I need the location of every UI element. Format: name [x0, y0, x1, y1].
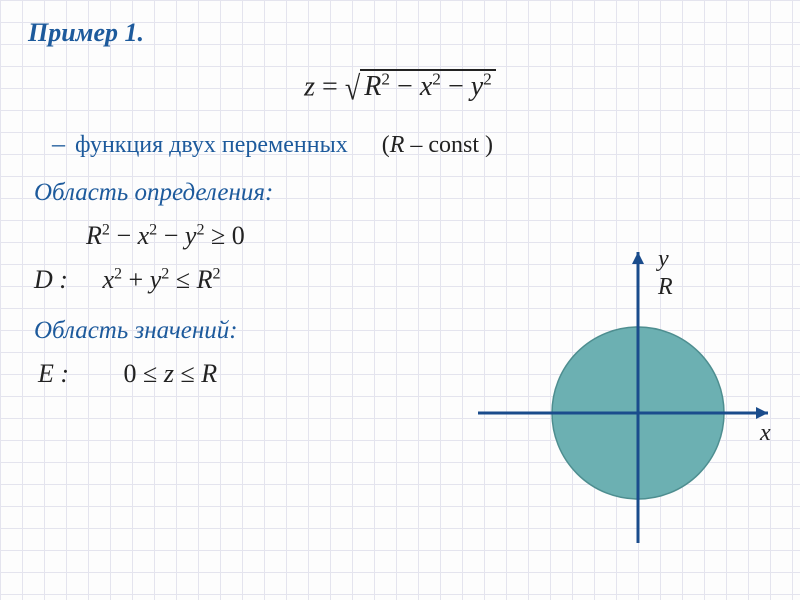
domain-set-expr: x2 + y2 ≤ R2 [102, 265, 220, 294]
axis-label-R: R [657, 274, 673, 300]
slide-content: Пример 1. z = √R2 − x2 − y2 – функция дв… [0, 0, 800, 600]
const-note: (R – const ) [382, 132, 493, 159]
domain-chart: yRx [468, 238, 778, 548]
range-set-expr: 0 ≤ z ≤ R [124, 359, 218, 388]
chart-svg: yRx [468, 238, 778, 548]
x-axis-arrow [756, 407, 768, 419]
domain-label-D: D : [34, 265, 68, 294]
subtitle-row: – функция двух переменных (R – const ) [28, 129, 772, 159]
axis-label-x: x [759, 420, 771, 446]
domain-heading: Область определения: [34, 179, 772, 207]
y-axis-arrow [632, 252, 644, 264]
subtitle-text: функция двух переменных [75, 132, 348, 159]
example-title: Пример 1. [28, 18, 772, 48]
main-formula: z = √R2 − x2 − y2 [28, 70, 772, 103]
dash-bullet: – [52, 129, 65, 159]
axis-label-y: y [656, 246, 669, 272]
range-label-E: E : [38, 359, 69, 388]
